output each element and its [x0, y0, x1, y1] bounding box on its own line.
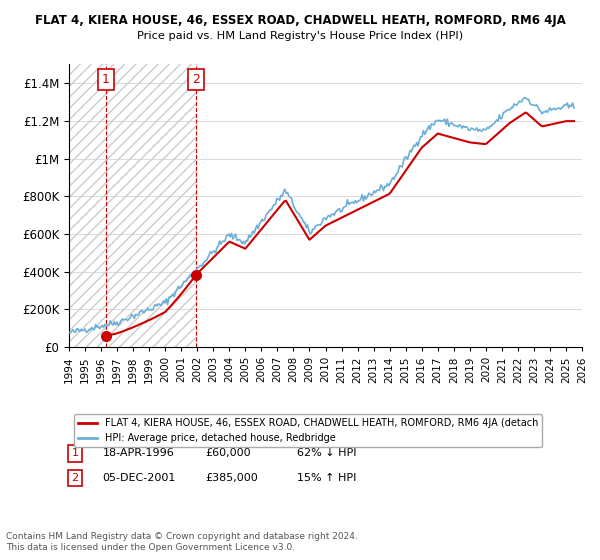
Text: 1: 1	[102, 73, 110, 86]
Bar	[69, 64, 196, 347]
Bar	[69, 64, 196, 347]
Text: 2: 2	[71, 473, 79, 483]
Text: FLAT 4, KIERA HOUSE, 46, ESSEX ROAD, CHADWELL HEATH, ROMFORD, RM6 4JA: FLAT 4, KIERA HOUSE, 46, ESSEX ROAD, CHA…	[35, 14, 565, 27]
Text: 18-APR-1996: 18-APR-1996	[103, 448, 174, 458]
Text: 62% ↓ HPI: 62% ↓ HPI	[297, 448, 357, 458]
Text: 15% ↑ HPI: 15% ↑ HPI	[297, 473, 356, 483]
Text: 05-DEC-2001: 05-DEC-2001	[103, 473, 176, 483]
Text: 2: 2	[192, 73, 200, 86]
Legend: FLAT 4, KIERA HOUSE, 46, ESSEX ROAD, CHADWELL HEATH, ROMFORD, RM6 4JA (detach, H: FLAT 4, KIERA HOUSE, 46, ESSEX ROAD, CHA…	[74, 414, 542, 447]
Text: £385,000: £385,000	[205, 473, 257, 483]
Text: £60,000: £60,000	[205, 448, 251, 458]
Text: 1: 1	[71, 448, 79, 458]
Text: Contains HM Land Registry data © Crown copyright and database right 2024.
This d: Contains HM Land Registry data © Crown c…	[6, 532, 358, 552]
Text: Price paid vs. HM Land Registry's House Price Index (HPI): Price paid vs. HM Land Registry's House …	[137, 31, 463, 41]
